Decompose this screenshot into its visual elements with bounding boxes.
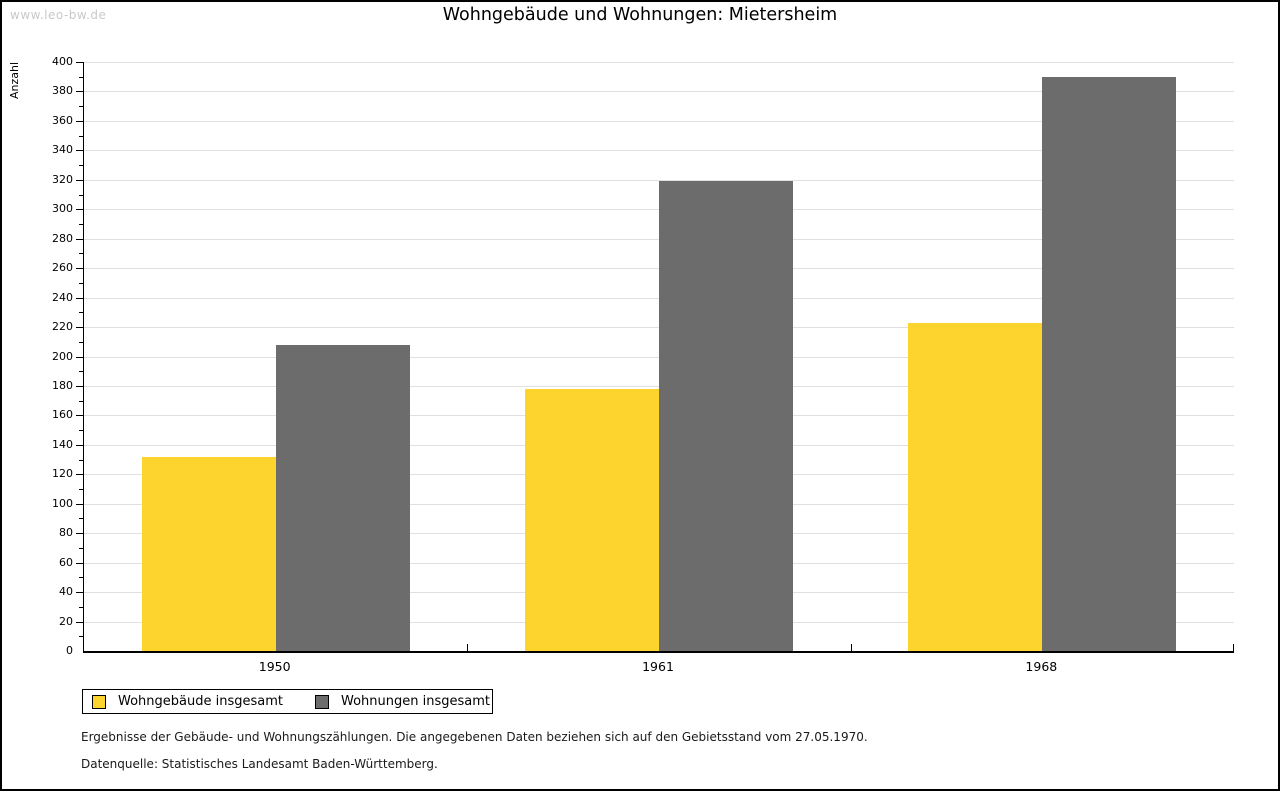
legend-item-wohnungen: Wohnungen insgesamt xyxy=(315,694,490,709)
y-minortick-30 xyxy=(79,606,84,608)
y-tick-400 xyxy=(76,62,84,63)
y-minortick-290 xyxy=(79,223,84,225)
x-boundary-tick-end xyxy=(1233,644,1234,651)
y-tick-label-140: 140 xyxy=(52,437,73,451)
plot-area: 20 40 60 80 100 120 140 160 180 200 220 240 260 280 30… xyxy=(52,55,1234,657)
y-tick-100 xyxy=(76,503,84,505)
gridline-380 xyxy=(84,91,1234,93)
y-tick-label-300: 300 xyxy=(52,202,73,216)
y-tick-200 xyxy=(76,356,84,358)
watermark: www.leo-bw.de xyxy=(10,8,107,22)
y-minortick-130 xyxy=(79,459,84,461)
y-minortick-210 xyxy=(79,341,84,343)
legend: Wohngebäude insgesamt Wohnungen insgesam… xyxy=(82,689,493,714)
y-tick-label-260: 260 xyxy=(52,261,73,275)
y-minortick-310 xyxy=(79,194,84,196)
gridline-340 xyxy=(84,150,1234,152)
x-axis-labels: 1950 1961 1968 xyxy=(83,659,1233,677)
y-tick-280 xyxy=(76,238,84,240)
legend-label-wohnungen: Wohnungen insgesamt xyxy=(341,694,490,709)
bar-1950-series-1 xyxy=(275,344,410,651)
y-tick-340 xyxy=(76,150,84,152)
y-tick-380 xyxy=(76,91,84,93)
footnote-line-2: Datenquelle: Statistisches Landesamt Bad… xyxy=(81,757,438,771)
y-tick-label-0: 0 xyxy=(66,644,73,657)
y-tick-320 xyxy=(76,179,84,181)
y-tick-220 xyxy=(76,327,84,329)
y-minortick-70 xyxy=(79,547,84,549)
y-tick-label-180: 180 xyxy=(52,378,73,392)
x-label-1968: 1968 xyxy=(1025,659,1058,674)
y-tick-label-40: 40 xyxy=(59,585,73,599)
x-label-1961: 1961 xyxy=(642,659,674,674)
y-tick-40 xyxy=(76,592,84,594)
y-tick-label-200: 200 xyxy=(52,349,73,363)
bar-1968-series-1 xyxy=(1042,76,1177,651)
y-minortick-50 xyxy=(79,577,84,579)
y-tick-20 xyxy=(76,621,84,623)
legend-swatch-wohnungen xyxy=(315,694,329,709)
y-tick-label-20: 20 xyxy=(59,614,73,628)
bar-1968-series-0 xyxy=(908,322,1043,651)
footnote-line-1: Ergebnisse der Gebäude- und Wohnungszähl… xyxy=(81,730,868,744)
y-minortick-370 xyxy=(79,106,84,108)
legend-item-wohngebaeude: Wohngebäude insgesamt xyxy=(92,694,283,709)
y-minortick-190 xyxy=(79,371,84,373)
bar-1950-series-0 xyxy=(141,456,276,651)
y-minortick-10 xyxy=(79,636,84,638)
y-minortick-390 xyxy=(79,76,84,78)
y-tick-label-160: 160 xyxy=(52,408,73,422)
y-tick-label-340: 340 xyxy=(52,143,73,157)
y-tick-label-60: 60 xyxy=(59,555,73,569)
x-boundary-tick-2 xyxy=(850,644,852,651)
y-minortick-170 xyxy=(79,400,84,402)
y-tick-label-280: 280 xyxy=(52,231,73,245)
legend-swatch-wohngebaeude xyxy=(92,694,106,709)
y-minortick-270 xyxy=(79,253,84,255)
y-tick-label-400: 400 xyxy=(52,55,73,68)
y-minortick-330 xyxy=(79,165,84,167)
y-tick-label-80: 80 xyxy=(59,526,73,540)
gridline-320 xyxy=(84,179,1234,181)
y-minortick-230 xyxy=(79,312,84,314)
y-minortick-150 xyxy=(79,430,84,432)
y-tick-240 xyxy=(76,297,84,299)
x-label-1950: 1950 xyxy=(258,659,291,674)
y-tick-60 xyxy=(76,562,84,564)
y-tick-360 xyxy=(76,120,84,122)
y-tick-label-320: 320 xyxy=(52,172,73,186)
bar-1961-series-1 xyxy=(659,181,793,651)
y-tick-160 xyxy=(76,415,84,417)
y-tick-140 xyxy=(76,444,84,446)
y-tick-label-240: 240 xyxy=(52,290,73,304)
y-minortick-350 xyxy=(79,135,84,137)
gridline-360 xyxy=(84,120,1234,122)
y-tick-label-100: 100 xyxy=(52,496,73,510)
y-tick-label-120: 120 xyxy=(52,467,73,481)
y-tick-260 xyxy=(76,268,84,270)
x-boundary-tick-1 xyxy=(467,644,469,651)
bar-1961-series-0 xyxy=(525,388,659,651)
y-tick-120 xyxy=(76,474,84,476)
y-tick-label-220: 220 xyxy=(52,320,73,334)
y-tick-300 xyxy=(76,209,84,211)
y-minortick-250 xyxy=(79,282,84,284)
y-tick-180 xyxy=(76,385,84,387)
y-minortick-110 xyxy=(79,489,84,491)
page-title: Wohngebäude und Wohnungen: Mietersheim xyxy=(442,5,838,25)
gridline-400 xyxy=(84,62,1234,63)
y-axis-title: Anzahl xyxy=(8,61,21,99)
y-minortick-90 xyxy=(79,518,84,520)
y-tick-label-360: 360 xyxy=(52,113,73,127)
y-tick-80 xyxy=(76,533,84,535)
y-tick-label-380: 380 xyxy=(52,84,73,98)
legend-label-wohngebaeude: Wohngebäude insgesamt xyxy=(118,694,283,709)
